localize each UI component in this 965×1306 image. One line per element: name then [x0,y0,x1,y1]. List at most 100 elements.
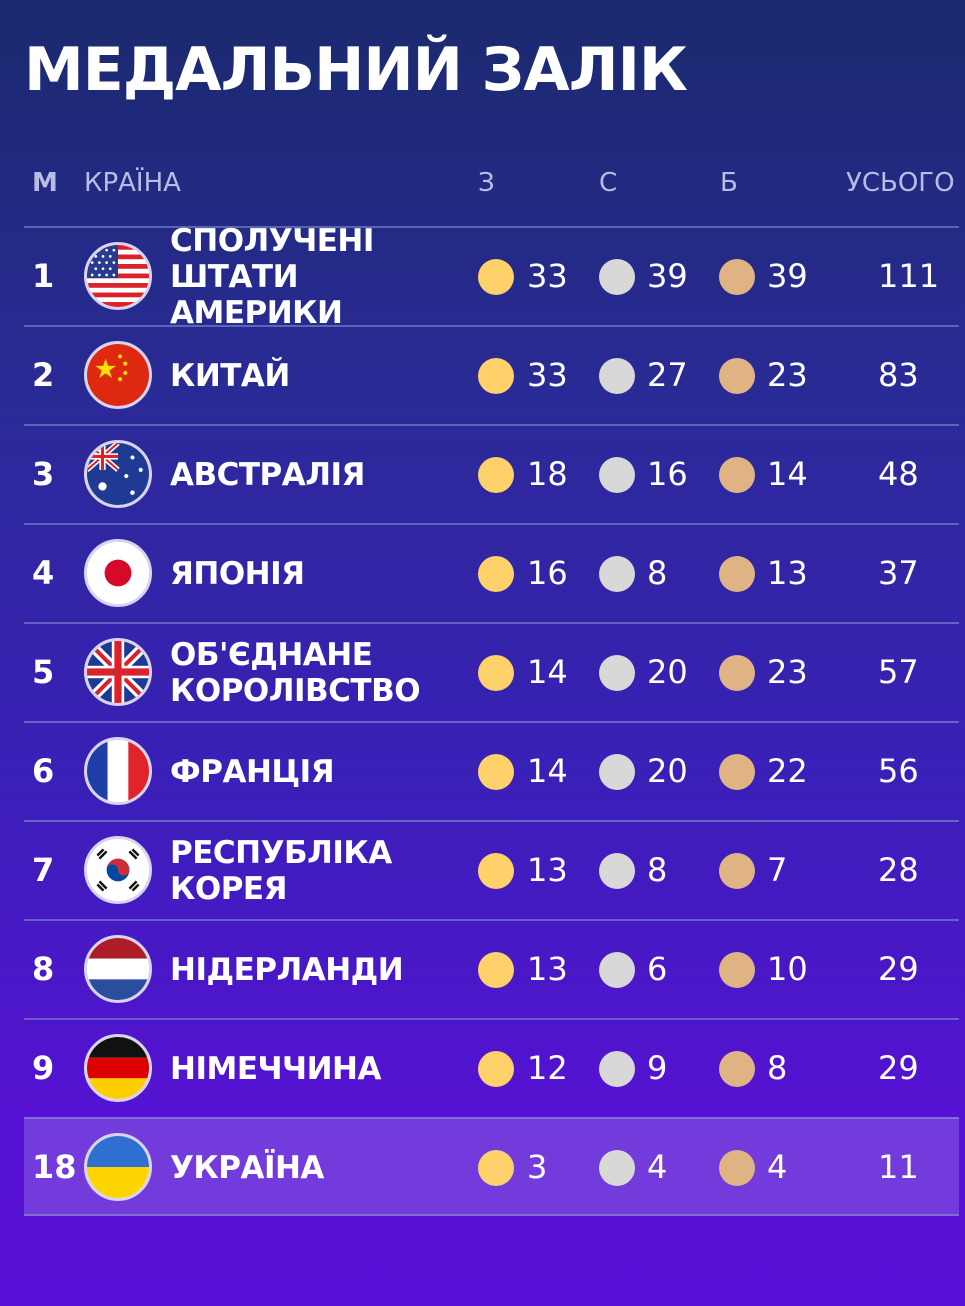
gold-medal-icon [478,556,514,592]
total-count: 28 [878,851,919,889]
silver-count: 8 [647,554,668,592]
bronze-count: 22 [767,752,808,790]
gold-count: 13 [527,851,568,889]
row-country: ЯПОНІЯ [170,525,480,622]
silver-medal-icon [599,457,635,493]
bronze-medal-icon [719,853,755,889]
bronze-count: 8 [767,1049,788,1087]
row-country: АВСТРАЛІЯ [170,426,480,523]
row-rank: 9 [32,1049,55,1087]
silver-count: 20 [647,752,688,790]
bronze-count: 14 [767,455,808,493]
silver-medal-icon [599,655,635,691]
gold-count: 13 [527,950,568,988]
total-count: 83 [878,356,919,394]
row-country: КИТАЙ [170,327,480,424]
bronze-medal-icon [719,1150,755,1186]
country-name: УКРАЇНА [170,1149,324,1186]
row-country: СПОЛУЧЕНІ ШТАТИ АМЕРИКИ [170,223,480,331]
ukraine-flag-icon [84,1133,152,1201]
total-count: 29 [878,1049,919,1087]
bronze-medal-icon [719,1051,755,1087]
row-country: ФРАНЦІЯ [170,723,480,820]
table-row: 2 КИТАЙ 33 27 23 83 [24,325,959,424]
total-count: 11 [878,1148,919,1186]
gold-count: 14 [527,653,568,691]
row-rank: 7 [32,851,55,889]
total-count: 56 [878,752,919,790]
medal-table: 1 СПОЛУЧЕНІ ШТАТИ А [24,223,959,1216]
bronze-medal-icon [719,556,755,592]
total-count: 37 [878,554,919,592]
gold-count: 12 [527,1049,568,1087]
silver-medal-icon [599,1150,635,1186]
table-row: 4 ЯПОНІЯ 16 8 13 37 [24,523,959,622]
silver-medal-icon [599,556,635,592]
gold-medal-icon [478,1051,514,1087]
table-row-highlighted: 18 УКРАЇНА 3 4 4 11 [24,1117,959,1216]
australia-flag-icon [84,440,152,508]
row-rank: 3 [32,455,55,493]
france-flag-icon [84,737,152,805]
bronze-count: 4 [767,1148,788,1186]
gold-medal-icon [478,655,514,691]
row-rank: 6 [32,752,55,790]
gold-count: 16 [527,554,568,592]
row-country: РЕСПУБЛІКА КОРЕЯ [170,822,480,919]
gold-count: 33 [527,356,568,394]
bronze-medal-icon [719,655,755,691]
country-name: НІДЕРЛАНДИ [170,951,404,988]
silver-medal-icon [599,358,635,394]
gold-medal-icon [478,754,514,790]
china-flag-icon [84,341,152,409]
silver-medal-icon [599,1051,635,1087]
total-count: 111 [878,257,940,295]
country-name: АВСТРАЛІЯ [170,456,365,493]
table-row: 9 НІМЕЧЧИНА 12 9 8 29 [24,1018,959,1117]
bronze-medal-icon [719,754,755,790]
gold-count: 18 [527,455,568,493]
silver-medal-icon [599,853,635,889]
country-name: РЕСПУБЛІКА КОРЕЯ [170,834,392,907]
silver-count: 39 [647,257,688,295]
bronze-count: 13 [767,554,808,592]
bronze-medal-icon [719,358,755,394]
country-name: КИТАЙ [170,357,290,394]
silver-count: 9 [647,1049,668,1087]
gold-count: 33 [527,257,568,295]
silver-count: 6 [647,950,668,988]
row-country: НІМЕЧЧИНА [170,1020,480,1117]
page-title: МЕДАЛЬНИЙ ЗАЛІК [24,35,688,105]
header-total: УСЬОГО [846,168,955,198]
silver-count: 16 [647,455,688,493]
silver-medal-icon [599,952,635,988]
gold-medal-icon [478,853,514,889]
row-rank: 1 [32,257,55,295]
gold-medal-icon [478,1150,514,1186]
usa-flag-icon [84,242,152,310]
row-rank: 18 [32,1148,77,1186]
bronze-count: 39 [767,257,808,295]
row-country: НІДЕРЛАНДИ [170,921,480,1018]
gold-count: 14 [527,752,568,790]
silver-count: 8 [647,851,668,889]
gold-count: 3 [527,1148,548,1186]
gold-medal-icon [478,358,514,394]
row-country: ОБ'ЄДНАНЕ КОРОЛІВСТВО [170,624,480,721]
table-row: 1 СПОЛУЧЕНІ ШТАТИ А [24,223,959,331]
korea-flag-icon [84,836,152,904]
row-rank: 8 [32,950,55,988]
bronze-count: 10 [767,950,808,988]
header-gold: З [478,168,495,198]
bronze-medal-icon [719,457,755,493]
country-name: НІМЕЧЧИНА [170,1050,382,1087]
bronze-medal-icon [719,259,755,295]
netherlands-flag-icon [84,935,152,1003]
bronze-count: 7 [767,851,788,889]
header-bronze: Б [720,168,738,198]
table-row: 3 АВСТРАЛІЯ 18 16 14 48 [24,424,959,523]
country-name: СПОЛУЧЕНІ ШТАТИ АМЕРИКИ [170,222,374,331]
total-count: 48 [878,455,919,493]
silver-count: 20 [647,653,688,691]
table-row: 6 ФРАНЦІЯ 14 20 22 56 [24,721,959,820]
